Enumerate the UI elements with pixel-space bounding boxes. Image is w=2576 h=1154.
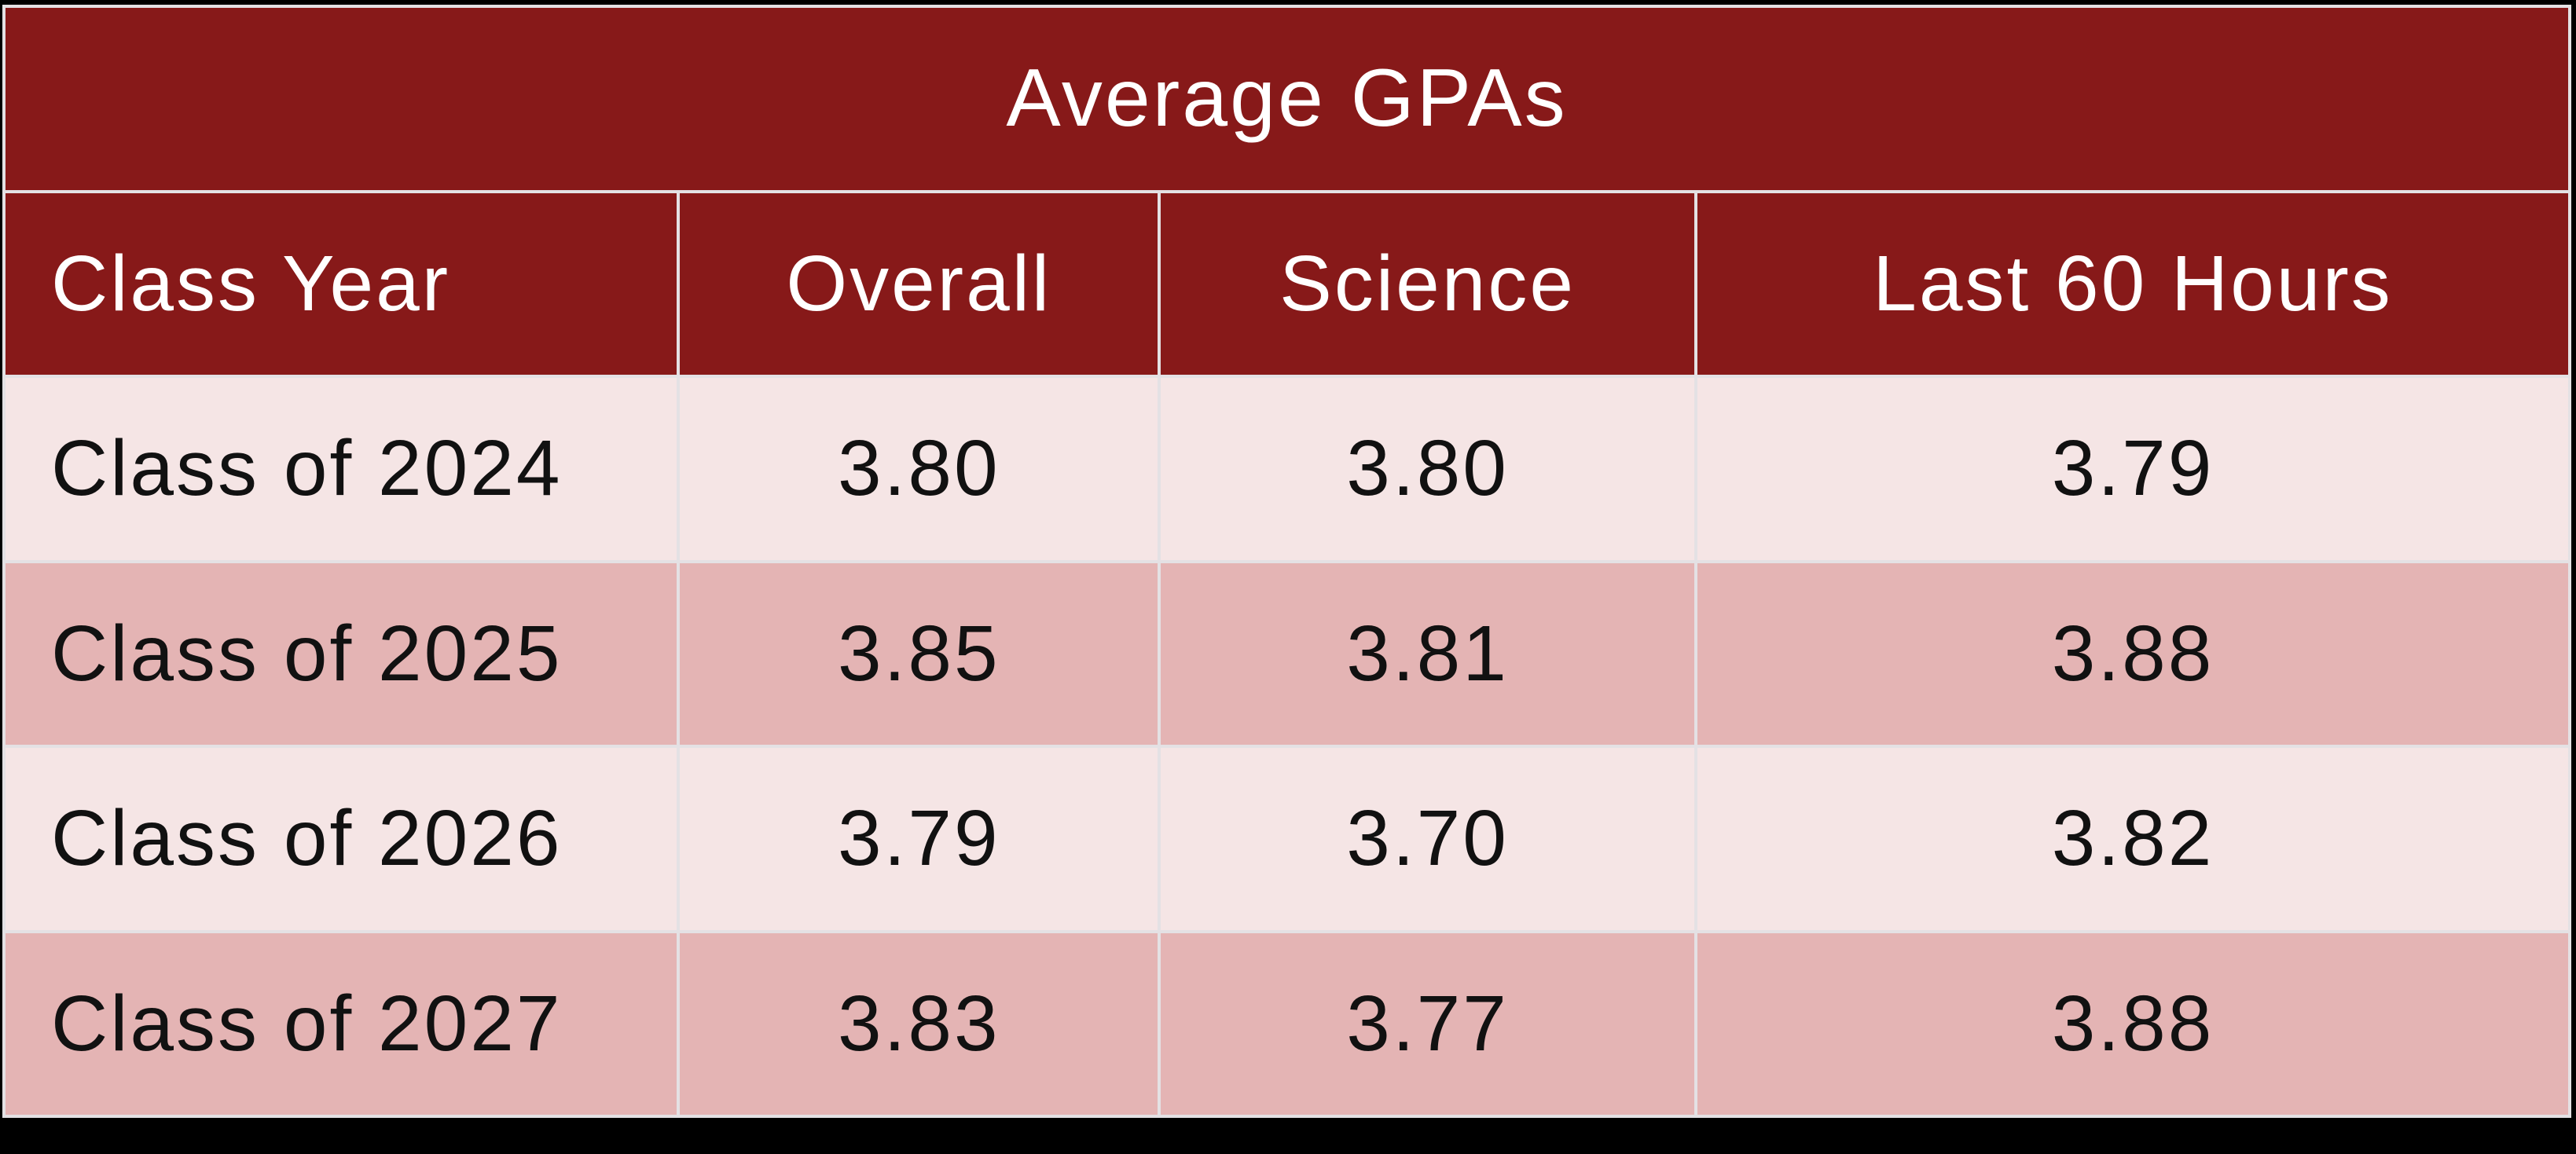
column-header-class-year: Class Year (6, 192, 677, 375)
cell-2026-overall: 3.79 (680, 748, 1158, 930)
gpa-table: Average GPAs Class Year Overall Science … (2, 5, 2571, 1118)
column-header-last-60-hours: Last 60 Hours (1697, 192, 2568, 375)
cell-2027-science: 3.77 (1161, 932, 1695, 1115)
cell-2025-last-60-hours: 3.88 (1697, 562, 2568, 745)
cell-2025-science: 3.81 (1161, 562, 1695, 745)
cell-2026-last-60-hours: 3.82 (1697, 748, 2568, 930)
cell-2024-last-60-hours: 3.79 (1697, 378, 2568, 560)
column-header-overall: Overall (680, 192, 1158, 375)
row-label-class-of-2027: Class of 2027 (6, 932, 677, 1115)
cell-2024-science: 3.80 (1161, 378, 1695, 560)
table-title: Average GPAs (6, 8, 2568, 190)
cell-2024-overall: 3.80 (680, 378, 1158, 560)
cell-2027-overall: 3.83 (680, 932, 1158, 1115)
column-header-science: Science (1161, 192, 1695, 375)
cell-2027-last-60-hours: 3.88 (1697, 932, 2568, 1115)
cell-2026-science: 3.70 (1161, 748, 1695, 930)
row-label-class-of-2024: Class of 2024 (6, 378, 677, 560)
cell-2025-overall: 3.85 (680, 562, 1158, 745)
row-label-class-of-2025: Class of 2025 (6, 562, 677, 745)
row-label-class-of-2026: Class of 2026 (6, 748, 677, 930)
